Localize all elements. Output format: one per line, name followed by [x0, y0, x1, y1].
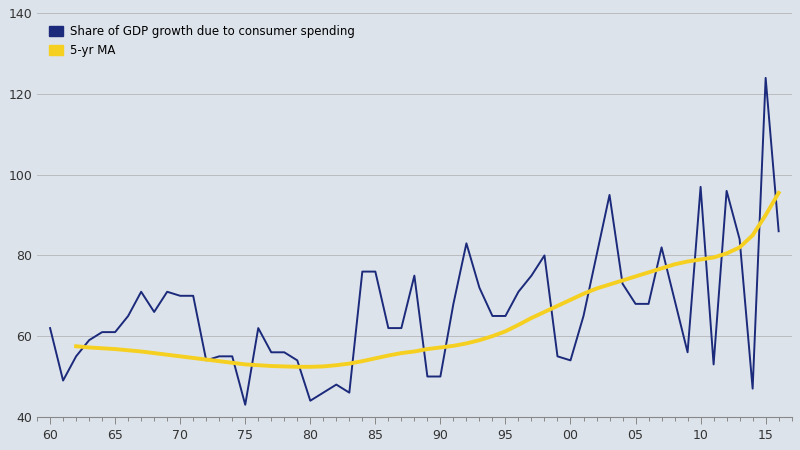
Legend: Share of GDP growth due to consumer spending, 5-yr MA: Share of GDP growth due to consumer spen…	[43, 19, 361, 63]
